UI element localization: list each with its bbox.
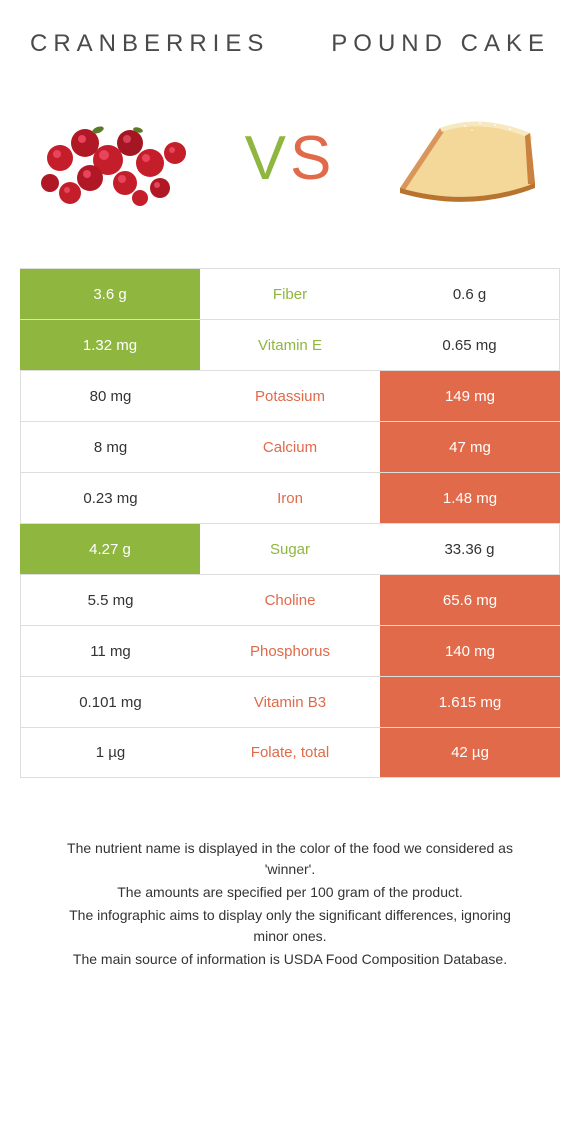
- cell-nutrient-name: Vitamin E: [200, 320, 380, 370]
- cell-right-value: 140 mg: [380, 626, 560, 676]
- cell-left-value: 5.5 mg: [20, 575, 200, 625]
- table-row: 3.6 gFiber0.6 g: [20, 268, 560, 319]
- cell-right-value: 1.615 mg: [380, 677, 560, 727]
- cell-nutrient-name: Iron: [200, 473, 380, 523]
- cell-right-value: 149 mg: [380, 371, 560, 421]
- pound-cake-image: [380, 88, 550, 228]
- footer-line: The infographic aims to display only the…: [50, 905, 530, 947]
- table-row: 0.23 mgIron1.48 mg: [20, 472, 560, 523]
- cell-right-value: 1.48 mg: [380, 473, 560, 523]
- footer-notes: The nutrient name is displayed in the co…: [20, 778, 560, 970]
- cell-nutrient-name: Fiber: [200, 269, 380, 319]
- title-right: POUND CAKE: [331, 30, 550, 58]
- cell-right-value: 47 mg: [380, 422, 560, 472]
- vs-s: S: [290, 124, 335, 193]
- cell-right-value: 42 µg: [380, 728, 560, 777]
- cell-nutrient-name: Folate, total: [200, 728, 380, 777]
- vs-v: V: [245, 124, 290, 193]
- cranberries-image: [30, 88, 200, 228]
- cell-right-value: 65.6 mg: [380, 575, 560, 625]
- cell-left-value: 11 mg: [20, 626, 200, 676]
- cell-left-value: 8 mg: [20, 422, 200, 472]
- cell-right-value: 0.6 g: [380, 269, 560, 319]
- table-row: 1 µgFolate, total42 µg: [20, 727, 560, 778]
- footer-line: The nutrient name is displayed in the co…: [50, 838, 530, 880]
- cell-left-value: 0.101 mg: [20, 677, 200, 727]
- cell-nutrient-name: Phosphorus: [200, 626, 380, 676]
- title-left: CRANBERRIES: [30, 30, 269, 58]
- title-row: CRANBERRIES POUND CAKE: [20, 30, 560, 88]
- nutrient-table: 3.6 gFiber0.6 g1.32 mgVitamin E0.65 mg80…: [20, 268, 560, 778]
- table-row: 0.101 mgVitamin B31.615 mg: [20, 676, 560, 727]
- table-row: 80 mgPotassium149 mg: [20, 370, 560, 421]
- footer-line: The amounts are specified per 100 gram o…: [50, 882, 530, 903]
- table-row: 5.5 mgCholine65.6 mg: [20, 574, 560, 625]
- cell-nutrient-name: Calcium: [200, 422, 380, 472]
- vs-label: VS: [245, 123, 336, 194]
- cell-left-value: 80 mg: [20, 371, 200, 421]
- cell-left-value: 1.32 mg: [20, 320, 200, 370]
- cell-nutrient-name: Vitamin B3: [200, 677, 380, 727]
- table-row: 8 mgCalcium47 mg: [20, 421, 560, 472]
- cell-right-value: 33.36 g: [380, 524, 560, 574]
- table-row: 11 mgPhosphorus140 mg: [20, 625, 560, 676]
- table-row: 4.27 gSugar33.36 g: [20, 523, 560, 574]
- cell-nutrient-name: Potassium: [200, 371, 380, 421]
- cell-left-value: 0.23 mg: [20, 473, 200, 523]
- cell-right-value: 0.65 mg: [380, 320, 560, 370]
- footer-line: The main source of information is USDA F…: [50, 949, 530, 970]
- cell-nutrient-name: Sugar: [200, 524, 380, 574]
- cell-left-value: 1 µg: [20, 728, 200, 777]
- cell-left-value: 3.6 g: [20, 269, 200, 319]
- cell-left-value: 4.27 g: [20, 524, 200, 574]
- table-row: 1.32 mgVitamin E0.65 mg: [20, 319, 560, 370]
- hero-row: VS: [20, 88, 560, 268]
- cell-nutrient-name: Choline: [200, 575, 380, 625]
